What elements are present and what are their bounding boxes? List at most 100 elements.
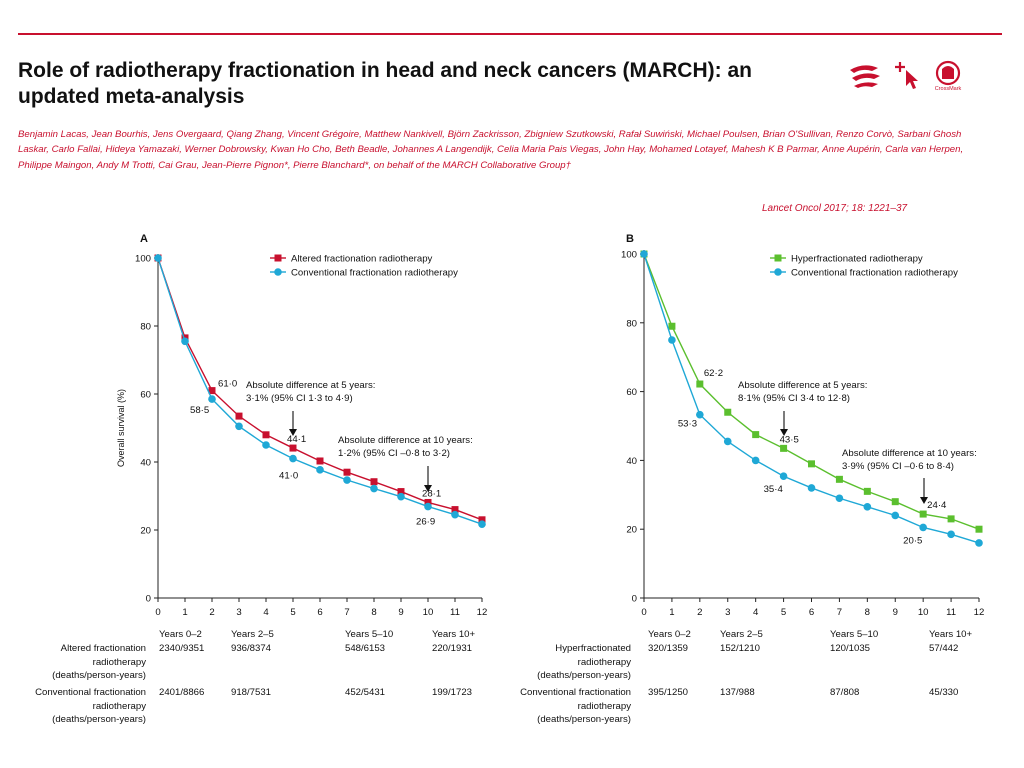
data-point-circle	[208, 395, 216, 403]
data-point-square	[343, 468, 351, 476]
author-list: Benjamin Lacas, Jean Bourhis, Jens Overg…	[18, 129, 964, 171]
annotation-arrowhead	[920, 497, 928, 504]
data-point-square	[863, 487, 871, 495]
row-label-experimental: radiotherapy	[92, 656, 146, 668]
data-point-circle	[478, 520, 486, 529]
data-point-circle	[696, 410, 704, 419]
x-tick-label: 8	[865, 607, 870, 618]
row-value-experimental: 57/442	[929, 643, 959, 654]
row-value-experimental: 220/1931	[432, 643, 473, 654]
annotation-text: Absolute difference at 5 years:	[246, 380, 375, 391]
y-tick-label: 60	[140, 390, 151, 401]
legend-marker-circle	[774, 268, 782, 276]
data-point-square	[668, 322, 676, 330]
y-tick-label: 0	[146, 594, 151, 605]
page-title: Role of radiotherapy fractionation in he…	[18, 59, 752, 108]
crossmark-icon	[935, 60, 961, 86]
period-header: Years 5–10	[345, 629, 394, 640]
point-value-label: 26·9	[416, 517, 435, 528]
row-value-experimental: 548/6153	[345, 643, 386, 654]
x-tick-label: 2	[209, 607, 214, 618]
y-tick-label: 100	[621, 250, 637, 261]
row-value-conventional: 137/988	[720, 687, 755, 698]
x-tick-label: 0	[641, 607, 646, 618]
row-value-experimental: 120/1035	[830, 643, 871, 654]
x-tick-label: 4	[753, 607, 759, 618]
data-point-circle	[947, 530, 955, 539]
annotation-arrowhead	[424, 485, 432, 492]
annotation-text: Absolute difference at 10 years:	[842, 448, 977, 459]
x-tick-label: 7	[837, 607, 842, 618]
legend-label: Conventional fractionation radiotherapy	[291, 268, 458, 279]
row-label-experimental: radiotherapy	[577, 656, 631, 668]
legend-marker-square	[274, 254, 282, 262]
data-point-square	[208, 387, 216, 395]
row-value-conventional: 45/330	[929, 687, 959, 698]
data-point-circle	[397, 492, 405, 501]
lancet-logo-icon	[850, 65, 880, 88]
x-tick-label: 5	[781, 607, 786, 618]
point-value-label: 61·0	[218, 379, 237, 390]
row-label-conventional: (deaths/person-years)	[537, 714, 631, 725]
data-point-circle	[640, 250, 648, 258]
row-label-experimental: (deaths/person-years)	[52, 670, 146, 681]
row-label-experimental: Altered fractionation	[60, 643, 146, 654]
y-tick-label: 80	[626, 318, 637, 329]
data-point-circle	[751, 456, 760, 465]
period-header: Years 5–10	[830, 629, 879, 640]
point-value-label: 43·5	[780, 434, 799, 445]
y-axis-label: Overall survival (%)	[116, 389, 126, 467]
data-point-circle	[891, 511, 900, 520]
row-label-conventional: Conventional fractionation	[35, 687, 146, 698]
data-point-circle	[668, 336, 676, 344]
x-tick-label: 9	[398, 607, 403, 618]
data-point-square	[947, 515, 955, 523]
row-value-conventional: 199/1723	[432, 687, 473, 698]
data-point-circle	[779, 472, 788, 481]
data-point-circle	[154, 254, 162, 262]
x-tick-label: 9	[893, 607, 898, 618]
row-value-experimental: 320/1359	[648, 643, 689, 654]
crossmark-label: CrossMark	[935, 86, 962, 92]
data-point-circle	[262, 441, 270, 449]
data-point-square	[808, 460, 815, 468]
period-header: Years 0–2	[648, 629, 691, 640]
data-point-circle	[807, 484, 816, 492]
row-value-conventional: 2401/8866	[159, 687, 205, 698]
x-tick-label: 1	[669, 607, 674, 618]
x-tick-label: 0	[155, 607, 160, 618]
legend-label: Hyperfractionated radiotherapy	[791, 254, 923, 265]
data-point-square	[424, 498, 432, 506]
y-tick-label: 40	[626, 456, 637, 467]
point-value-label: 44·1	[287, 434, 306, 445]
x-tick-label: 6	[809, 607, 814, 618]
annotation-text: Absolute difference at 5 years:	[738, 380, 867, 391]
data-point-square	[724, 408, 732, 416]
data-point-square	[235, 412, 243, 420]
annotation-text: 8·1% (95% CI 3·4 to 12·8)	[738, 393, 850, 404]
data-point-square	[397, 488, 405, 496]
annotation-text: 3·9% (95% CI –0·6 to 8·4)	[842, 461, 954, 472]
data-point-circle	[370, 484, 378, 493]
y-tick-label: 20	[140, 526, 151, 537]
data-point-circle	[863, 503, 872, 511]
period-header: Years 10+	[929, 629, 973, 640]
cursor-plus-icon	[895, 62, 918, 89]
period-header: Years 2–5	[231, 629, 274, 640]
x-tick-label: 12	[974, 607, 985, 618]
y-tick-label: 80	[140, 322, 151, 333]
row-value-conventional: 395/1250	[648, 687, 689, 698]
publisher-logos: CrossMark	[850, 60, 962, 92]
data-point-square	[919, 510, 927, 518]
top-rule	[18, 33, 1002, 35]
series-line-conventional	[157, 257, 483, 525]
row-label-conventional: radiotherapy	[92, 700, 146, 712]
row-value-conventional: 918/7531	[231, 687, 272, 698]
x-tick-label: 11	[450, 607, 460, 618]
legend-marker-circle	[274, 268, 282, 276]
point-value-label: 41·0	[279, 471, 298, 482]
data-point-square	[289, 444, 297, 452]
period-header: Years 2–5	[720, 629, 763, 640]
period-header: Years 0–2	[159, 629, 202, 640]
